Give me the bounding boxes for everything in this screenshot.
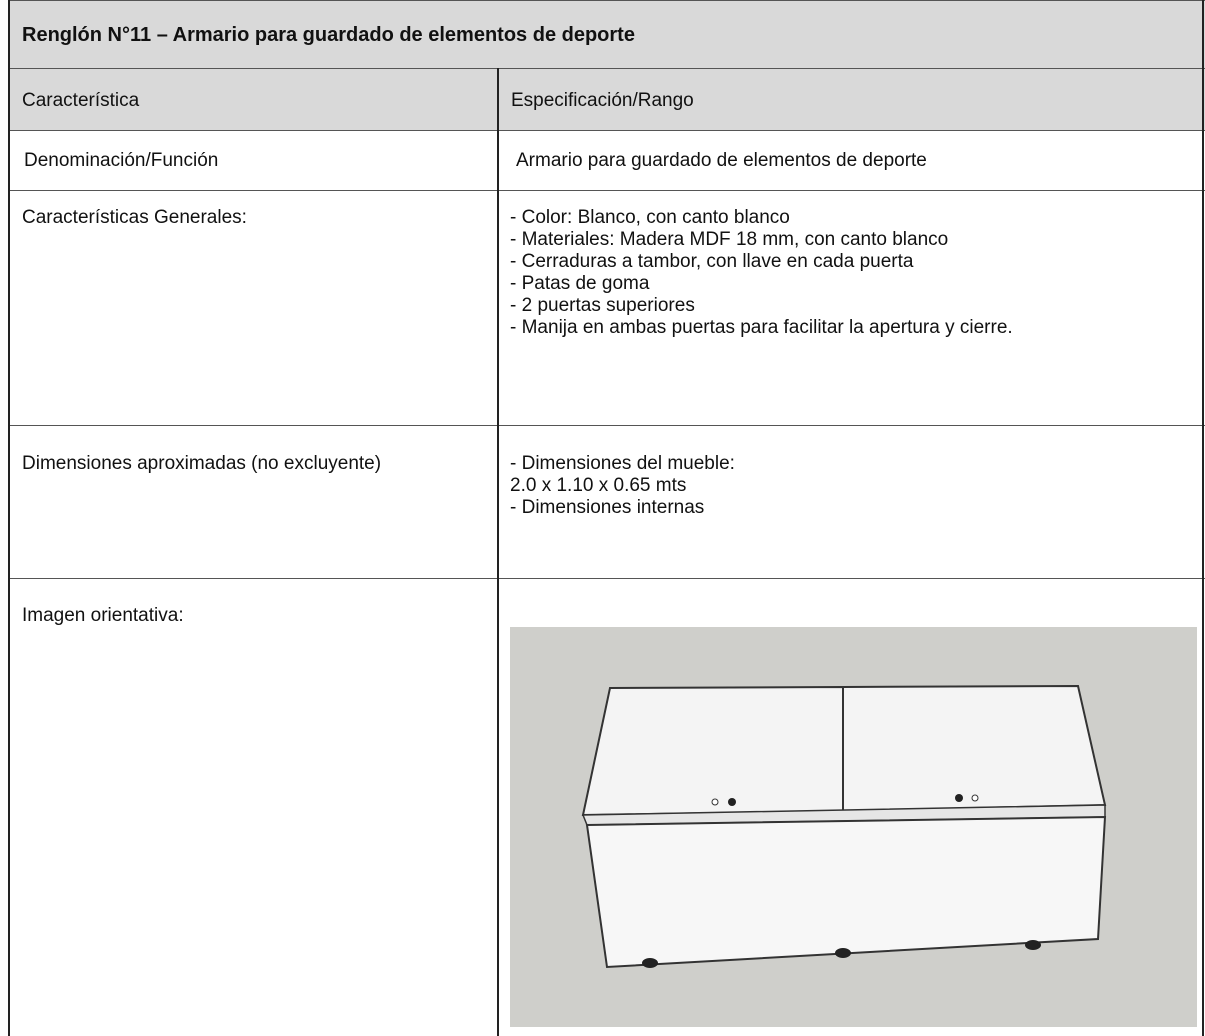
row-label: Características Generales: [22, 207, 247, 228]
title-bg [8, 0, 1205, 68]
row-label: Dimensiones aproximadas (no excluyente) [22, 453, 482, 475]
spec-line: - Patas de goma [510, 273, 650, 294]
spec-line: - 2 puertas superiores [510, 295, 695, 316]
header-cell: Característica [22, 90, 140, 111]
cabinet-image [510, 627, 1197, 1027]
spec-line: - Cerraduras a tambor, con llave en cada… [510, 251, 914, 272]
header-bg [8, 68, 1205, 130]
spec-line: - Manija en ambas puertas para facilitar… [510, 317, 1013, 338]
row-spec: Armario para guardado de elementos de de… [516, 150, 927, 171]
rule [8, 425, 1205, 426]
border [8, 0, 10, 1036]
row-label: Imagen orientativa: [22, 605, 184, 626]
border [1202, 0, 1204, 1036]
rule [8, 0, 1205, 1]
header-cell: Especificación/Rango [511, 90, 694, 111]
column-divider [497, 68, 499, 1036]
spec-line: - Materiales: Madera MDF 18 mm, con cant… [510, 229, 949, 250]
row-label: Denominación/Función [24, 150, 219, 171]
spec-line: 2.0 x 1.10 x 0.65 mts [510, 475, 687, 496]
spec-line: - Dimensiones del mueble: [510, 453, 735, 474]
label-text: Dimensiones aproximadas (no excluyente) [22, 453, 382, 474]
rule [8, 68, 1205, 69]
rule [8, 578, 1205, 579]
spec-line: - Color: Blanco, con canto blanco [510, 207, 790, 228]
title: Renglón N°11 – Armario para guardado de … [22, 24, 635, 46]
spec-line: - Dimensiones internas [510, 497, 705, 518]
rule [8, 190, 1205, 191]
rule [8, 130, 1205, 131]
